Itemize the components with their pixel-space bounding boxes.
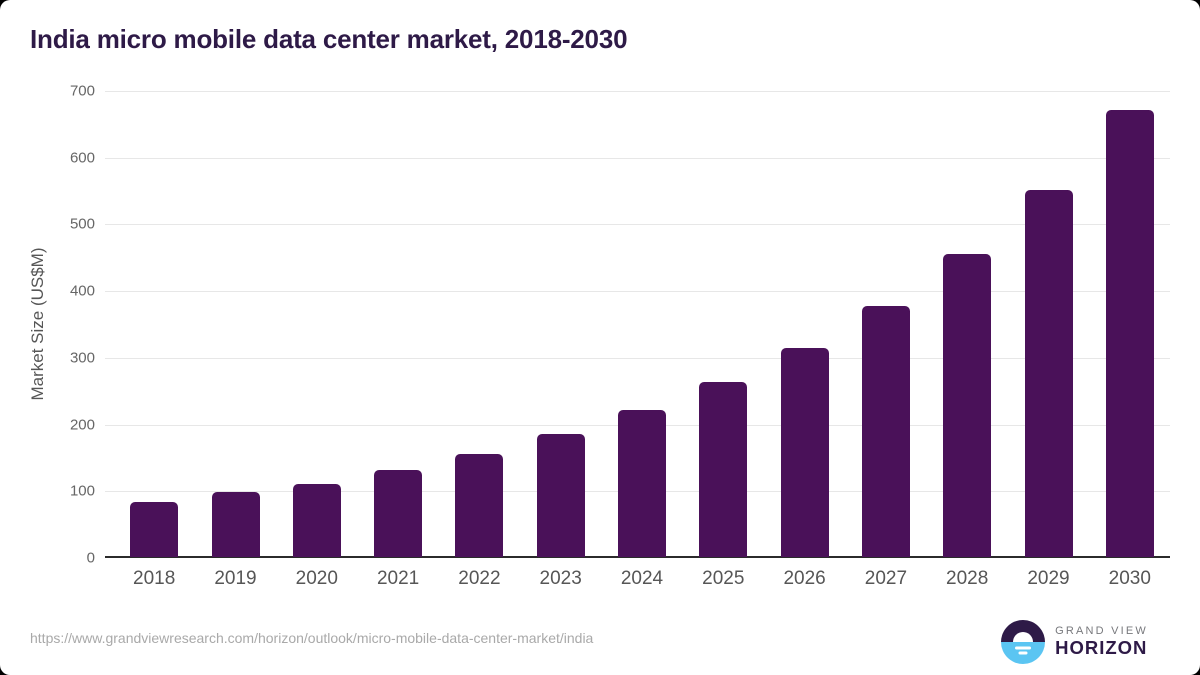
y-tick-label-600: 600 — [69, 149, 95, 167]
brand-name-top: GRAND VIEW — [1055, 625, 1148, 638]
brand-logo: GRAND VIEW HORIZON — [1001, 620, 1148, 664]
bar-2018 — [130, 501, 179, 557]
gridline-700 — [105, 91, 1170, 92]
bar-2022 — [455, 453, 504, 557]
x-tick-label-2025: 2025 — [702, 568, 745, 589]
bar-2028 — [943, 254, 992, 557]
bar-2026 — [780, 348, 829, 557]
x-tick-label-2029: 2029 — [1027, 568, 1070, 589]
plot-area: 0 100 200 300 400 500 600 700 2018 2019 2020 2021 20… — [70, 84, 1170, 589]
x-tick-label-2019: 2019 — [214, 568, 257, 589]
x-tick-label-2023: 2023 — [539, 568, 582, 589]
y-tick-label-0: 0 — [86, 549, 95, 567]
x-axis-line — [105, 556, 1170, 558]
bar-2027 — [861, 306, 910, 557]
bar-2021 — [374, 469, 423, 557]
gridline-500 — [105, 224, 1170, 226]
x-tick-label-2026: 2026 — [783, 568, 826, 589]
x-tick-label-2027: 2027 — [864, 568, 908, 589]
source-url: https://www.grandviewresearch.com/horizo… — [30, 630, 594, 646]
bar-2030 — [1105, 110, 1154, 557]
y-tick-label-500: 500 — [69, 215, 95, 233]
y-tick-label-400: 400 — [69, 282, 95, 300]
x-tick-label-2018: 2018 — [133, 568, 176, 589]
y-tick-label-200: 200 — [69, 416, 95, 434]
gridline-300 — [105, 357, 1170, 359]
bar-2019 — [211, 492, 260, 557]
bar-2020 — [292, 483, 341, 557]
x-tick-label-2028: 2028 — [946, 568, 989, 589]
bar-2024 — [618, 410, 666, 557]
horizon-sun-icon — [1001, 620, 1046, 664]
y-tick-label-100: 100 — [69, 482, 95, 500]
x-tick-label-2030: 2030 — [1108, 568, 1151, 589]
gridline-600 — [105, 157, 1170, 159]
bar-2029 — [1024, 190, 1073, 557]
x-tick-label-2024: 2024 — [620, 568, 664, 589]
x-tick-label-2020: 2020 — [295, 568, 338, 589]
x-tick-label-2022: 2022 — [458, 568, 501, 589]
y-axis-title: Market Size (US$M) — [28, 247, 47, 401]
brand-name-bottom: HORIZON — [1055, 637, 1148, 659]
bar-2025 — [699, 382, 748, 557]
gridline-400 — [105, 291, 1170, 293]
brand-wordmark: GRAND VIEW HORIZON — [1055, 626, 1148, 658]
bar-2023 — [536, 434, 585, 557]
y-tick-label-300: 300 — [69, 349, 95, 367]
chart-title: India micro mobile data center market, 2… — [30, 24, 628, 54]
x-tick-label-2021: 2021 — [376, 568, 420, 589]
y-tick-label-700: 700 — [69, 82, 95, 100]
